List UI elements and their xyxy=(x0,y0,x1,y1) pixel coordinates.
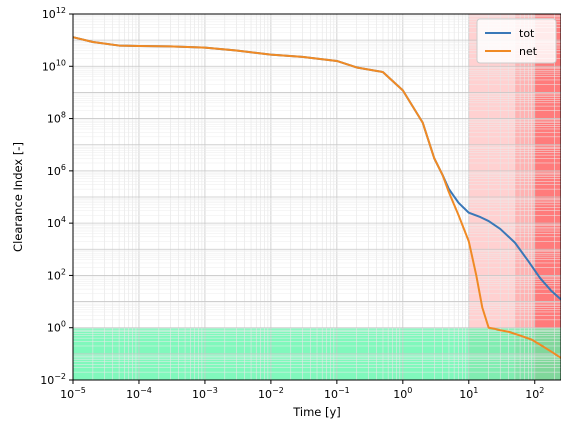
x-tick-label: 10−2 xyxy=(258,386,284,401)
x-tick-label: 10−5 xyxy=(60,386,86,401)
y-tick-label: 108 xyxy=(47,111,66,126)
y-tick-label: 1012 xyxy=(42,6,66,21)
y-tick-label: 104 xyxy=(47,215,66,230)
legend-label-tot: tot xyxy=(519,27,535,40)
series-line-net xyxy=(72,36,561,359)
x-tick-label: 101 xyxy=(459,386,478,401)
axis-ticks: 10−5 10−4 10−3 10−2 10−1 100 101 102 10−2 100 102 1… xyxy=(40,6,544,401)
x-axis-label: Time [y] xyxy=(292,405,341,419)
y-tick-label: 100 xyxy=(47,320,66,335)
x-tick-label: 100 xyxy=(393,386,412,401)
x-tick-label: 102 xyxy=(525,386,544,401)
x-tick-label: 10−4 xyxy=(126,386,152,401)
legend-label-net: net xyxy=(519,45,538,58)
y-tick-label: 102 xyxy=(47,267,66,282)
legend: tot net xyxy=(476,18,557,64)
y-tick-label: 1010 xyxy=(42,58,66,73)
y-tick-label: 10−2 xyxy=(40,372,66,387)
plot-frame xyxy=(72,13,561,381)
y-tick-label: 106 xyxy=(47,163,66,178)
y-axis-label: Clearance Index [-] xyxy=(11,142,25,252)
x-tick-label: 10−1 xyxy=(324,386,350,401)
x-tick-label: 10−3 xyxy=(192,386,218,401)
series-lines xyxy=(72,36,561,359)
legend-box xyxy=(476,18,557,64)
